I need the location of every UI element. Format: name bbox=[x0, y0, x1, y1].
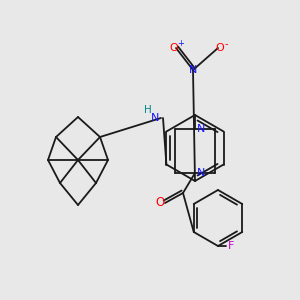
Text: -: - bbox=[224, 39, 228, 49]
Text: N: N bbox=[151, 113, 159, 123]
Text: O: O bbox=[169, 43, 178, 53]
Text: F: F bbox=[228, 241, 234, 251]
Text: N: N bbox=[189, 65, 197, 75]
Text: O: O bbox=[155, 196, 165, 209]
Text: N: N bbox=[197, 124, 205, 134]
Text: H: H bbox=[144, 105, 152, 115]
Text: N: N bbox=[197, 168, 205, 178]
Text: O: O bbox=[216, 43, 224, 53]
Text: +: + bbox=[178, 40, 184, 49]
